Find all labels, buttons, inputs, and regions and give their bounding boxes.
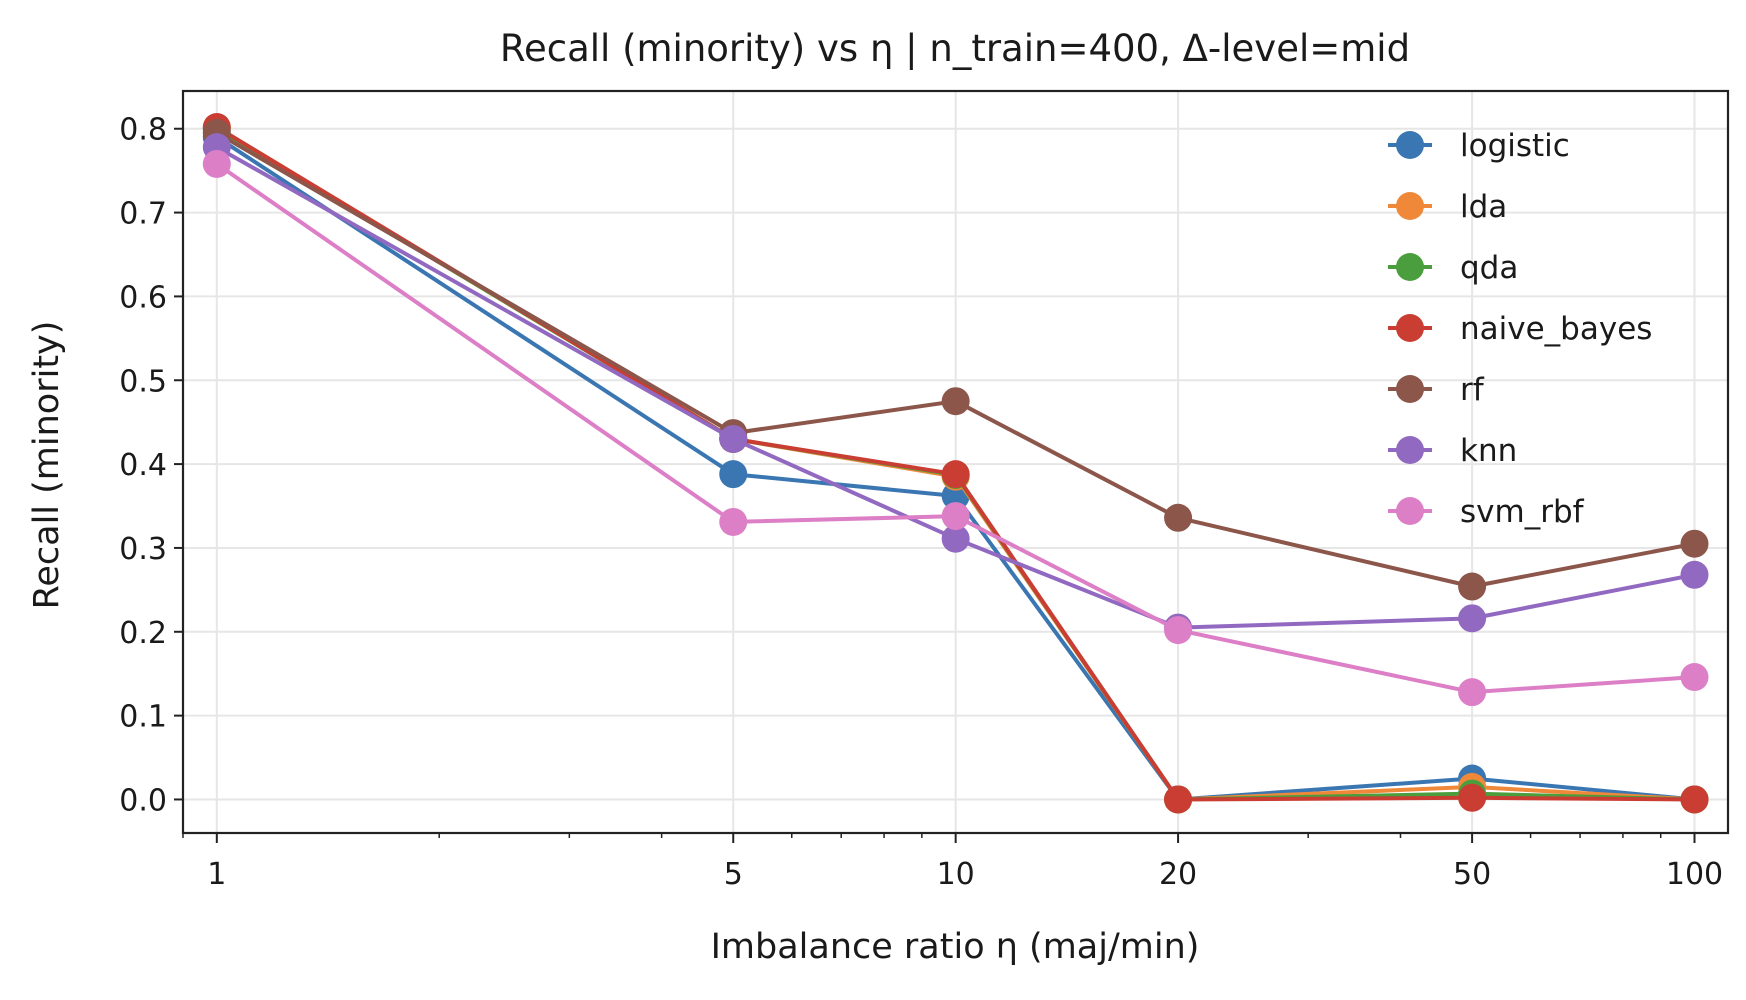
data-point-svm_rbf (941, 502, 970, 531)
data-point-knn (719, 424, 748, 453)
data-point-svm_rbf (202, 149, 231, 178)
data-point-naive_bayes (1164, 785, 1193, 814)
data-point-svm_rbf (1164, 616, 1193, 645)
legend-marker (1396, 131, 1424, 159)
data-point-naive_bayes (1458, 783, 1487, 812)
data-point-knn (1458, 604, 1487, 633)
legend-item-lda: lda (1388, 189, 1507, 225)
legend-item-svm_rbf: svm_rbf (1388, 494, 1585, 530)
data-point-rf (1164, 503, 1193, 532)
data-point-naive_bayes (1680, 785, 1709, 814)
series-line-logistic (215, 135, 1695, 802)
data-point-knn (941, 524, 970, 553)
legend-label: naive_bayes (1460, 311, 1652, 347)
legend-label: svm_rbf (1460, 494, 1585, 530)
legend-label: knn (1460, 433, 1517, 469)
data-point-rf (1458, 572, 1487, 601)
series-layer (202, 113, 1709, 814)
y-axis-label: Recall (minority) (27, 321, 67, 610)
legend-marker (1396, 253, 1424, 281)
legend-label: lda (1460, 189, 1507, 225)
x-tick-label: 50 (1453, 857, 1491, 892)
data-point-naive_bayes (941, 460, 970, 489)
axis-ticks: 0.0 0.1 0.2 0.3 0.4 0.5 0.6 0.7 0.8 1 5 10 20 50 100 (119, 113, 1723, 892)
x-axis-label: Imbalance ratio η (maj/min) (711, 927, 1200, 967)
series-line-rf (215, 131, 1695, 589)
y-tick-label: 0.7 (119, 197, 167, 232)
x-tick-label: 1 (207, 857, 226, 892)
y-tick-label: 0.3 (119, 532, 167, 567)
data-point-knn (1680, 560, 1709, 589)
y-tick-label: 0.4 (119, 448, 167, 483)
y-tick-label: 0.2 (119, 616, 167, 651)
series-line-svm_rbf (215, 162, 1695, 695)
data-point-rf (941, 387, 970, 416)
legend-item-rf: rf (1388, 372, 1485, 408)
x-tick-label: 5 (724, 857, 743, 892)
y-tick-label: 0.1 (119, 700, 167, 735)
y-tick-label: 0.8 (119, 113, 167, 148)
legend-label: logistic (1460, 128, 1570, 164)
x-tick-label: 20 (1159, 857, 1197, 892)
series-line-knn (215, 145, 1695, 630)
legend-marker (1396, 314, 1424, 342)
legend-item-logistic: logistic (1388, 128, 1570, 164)
chart-title: Recall (minority) vs η | n_train=400, Δ-… (500, 27, 1410, 70)
legend-marker (1396, 375, 1424, 403)
series-svm_rbf (202, 149, 1709, 707)
data-point-svm_rbf (1458, 678, 1487, 707)
x-tick-label: 100 (1666, 857, 1723, 892)
legend-marker (1396, 436, 1424, 464)
y-tick-label: 0.6 (119, 280, 167, 315)
data-point-logistic (719, 460, 748, 489)
legend-item-knn: knn (1388, 433, 1517, 469)
x-tick-label: 10 (937, 857, 975, 892)
data-point-rf (1680, 529, 1709, 558)
legend-label: qda (1460, 250, 1518, 286)
y-tick-label: 0.0 (119, 783, 167, 818)
legend-item-naive_bayes: naive_bayes (1388, 311, 1652, 347)
y-tick-label: 0.5 (119, 364, 167, 399)
data-point-svm_rbf (719, 507, 748, 536)
legend-item-qda: qda (1388, 250, 1518, 286)
data-point-svm_rbf (1680, 663, 1709, 692)
legend-marker (1396, 192, 1424, 220)
legend-marker (1396, 497, 1424, 525)
legend-label: rf (1460, 372, 1485, 408)
series-line-naive_bayes (215, 125, 1695, 802)
